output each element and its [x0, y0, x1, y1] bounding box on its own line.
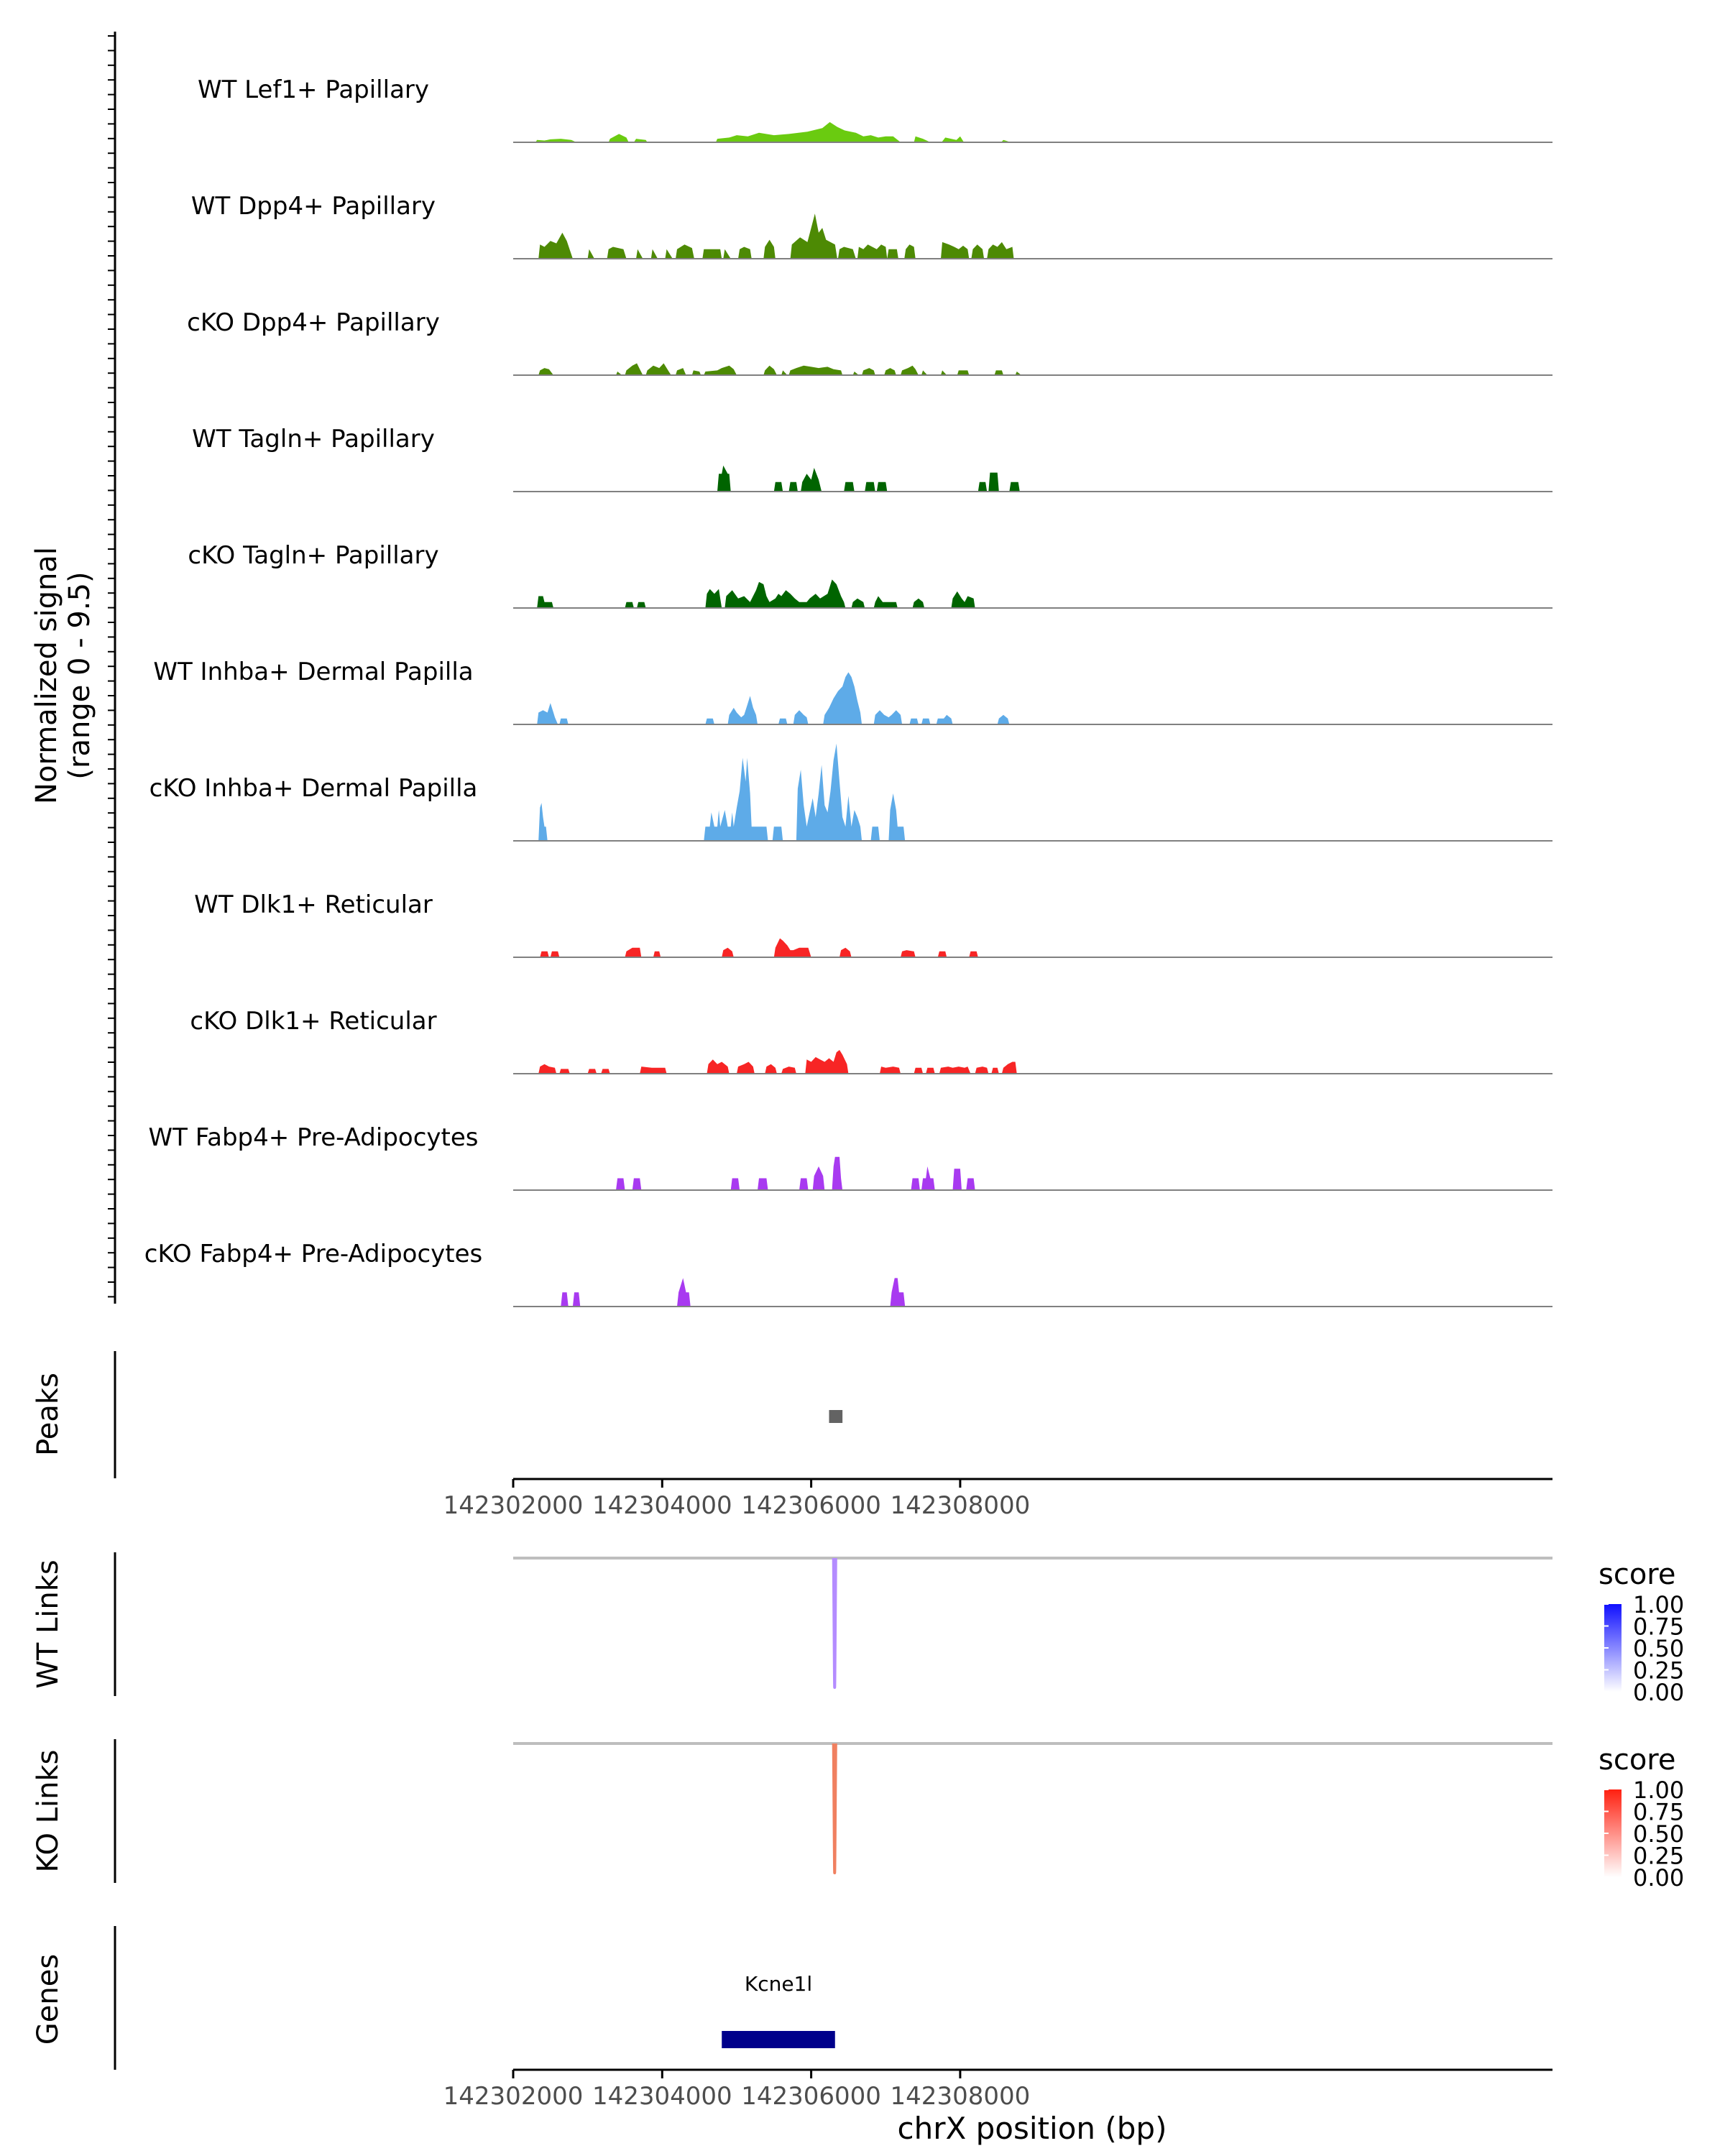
coverage-area — [561, 1278, 906, 1307]
peaks-regions — [829, 1410, 843, 1423]
x-tick-label: 142302000 — [443, 2082, 584, 2111]
x-tick-label: 142306000 — [741, 2082, 881, 2111]
wt-links-arcs — [513, 1557, 1552, 1689]
x-axis-top: 142302000 142304000 142306000 142308000 — [443, 1478, 1552, 1520]
coverage-track: cKO Dpp4+ Papillary — [187, 308, 1552, 376]
coverage-track: cKO Dlk1+ Reticular — [190, 1007, 1552, 1074]
gene-name: Kcne1l — [745, 1972, 812, 1996]
x-tick-label: 142302000 — [443, 1491, 584, 1520]
track-label: WT Fabp4+ Pre-Adipocytes — [149, 1123, 479, 1152]
track-label: WT Inhba+ Dermal Papilla — [153, 658, 473, 686]
peak-region — [829, 1410, 843, 1423]
coverage-area — [616, 1156, 975, 1190]
coverage-track: WT Dpp4+ Papillary — [191, 192, 1552, 259]
coverage-area — [535, 121, 1011, 142]
legend-tick-label: 0.00 — [1633, 1864, 1684, 1892]
coverage-track: WT Dlk1+ Reticular — [194, 890, 1552, 958]
coverage-panel: Normalized signal (range 0 - 9.5) WT Lef… — [30, 32, 1552, 1307]
peaks-label: Peaks — [32, 1373, 65, 1456]
track-label: cKO Inhba+ Dermal Papilla — [150, 774, 478, 803]
legend-tick-label: 0.00 — [1633, 1679, 1684, 1706]
coverage-track: WT Lef1+ Papillary — [198, 75, 1552, 143]
coverage-area — [538, 743, 906, 841]
track-label: cKO Fabp4+ Pre-Adipocytes — [144, 1240, 483, 1268]
coverage-tracks: WT Lef1+ Papillary WT Dpp4+ Papillary cKO … — [144, 75, 1552, 1307]
coverage-area — [538, 1050, 1017, 1074]
genes-panel: Genes Kcne1l — [32, 1926, 835, 2070]
gene-body — [722, 2031, 835, 2048]
coverage-track: cKO Fabp4+ Pre-Adipocytes — [144, 1240, 1552, 1307]
coverage-track: WT Inhba+ Dermal Papilla — [153, 658, 1552, 725]
track-label: WT Tagln+ Papillary — [192, 425, 435, 453]
coverage-area — [538, 363, 1021, 375]
track-label: cKO Dlk1+ Reticular — [190, 1007, 436, 1036]
legend-tick-label: 0.75 — [1633, 1799, 1684, 1826]
coverage-track: cKO Tagln+ Papillary — [188, 541, 1552, 609]
peaks-panel: Peaks — [32, 1351, 843, 1478]
coverage-area — [537, 579, 975, 608]
coverage-area — [540, 938, 978, 957]
x-tick-label: 142308000 — [891, 2082, 1031, 2111]
coverage-ylabel-line2: (range 0 - 9.5) — [63, 571, 96, 779]
ko-links-legend: score 1.000.750.500.250.00 — [1598, 1743, 1684, 1892]
coverage-track: WT Fabp4+ Pre-Adipocytes — [149, 1123, 1552, 1191]
x-tick-label: 142304000 — [592, 1491, 732, 1520]
coverage-area — [717, 465, 1020, 492]
legend-tick-label: 0.75 — [1633, 1613, 1684, 1641]
legend-tick-label: 1.00 — [1633, 1777, 1684, 1804]
x-tick-label: 142308000 — [891, 1491, 1031, 1520]
wt-legend-title: score — [1598, 1558, 1675, 1591]
track-label: cKO Tagln+ Papillary — [188, 541, 438, 570]
ko-legend-title: score — [1598, 1743, 1675, 1777]
x-axis-title: chrX position (bp) — [898, 2111, 1167, 2146]
gene-models: Kcne1l — [722, 1972, 835, 2048]
coverage-area — [537, 672, 1010, 724]
link-arc — [832, 1743, 837, 1874]
legend-tick-label: 0.50 — [1633, 1820, 1684, 1848]
track-label: cKO Dpp4+ Papillary — [187, 308, 440, 337]
genes-label: Genes — [32, 1954, 65, 2045]
link-arc — [832, 1557, 837, 1689]
wt-links-panel: WT Links score 1.000.750.500.250.00 — [32, 1552, 1684, 1706]
coverage-track: cKO Inhba+ Dermal Papilla — [150, 743, 1552, 842]
ko-links-panel: KO Links score 1.000.750.500.250.00 — [32, 1739, 1684, 1892]
x-tick-label: 142306000 — [741, 1491, 881, 1520]
ko-links-label: KO Links — [32, 1750, 65, 1873]
legend-tick-label: 1.00 — [1633, 1591, 1684, 1618]
track-label: WT Lef1+ Papillary — [198, 75, 429, 104]
x-tick-label: 142304000 — [592, 2082, 732, 2111]
coverage-area — [538, 213, 1014, 259]
coverage-ylabel-line1: Normalized signal — [30, 547, 63, 804]
coverage-track: WT Tagln+ Papillary — [192, 425, 1552, 492]
legend-tick-label: 0.50 — [1633, 1635, 1684, 1662]
legend-tick-label: 0.25 — [1633, 1657, 1684, 1685]
track-label: WT Dlk1+ Reticular — [194, 890, 433, 919]
x-axis-bottom: chrX position (bp) 142302000 142304000 142… — [443, 2068, 1552, 2146]
coverage-y-ticks — [108, 35, 115, 1298]
ko-links-arcs — [513, 1742, 1552, 1874]
track-label: WT Dpp4+ Papillary — [191, 192, 436, 221]
wt-links-label: WT Links — [32, 1560, 65, 1688]
legend-tick-label: 0.25 — [1633, 1843, 1684, 1870]
wt-links-legend: score 1.000.750.500.250.00 — [1598, 1558, 1684, 1706]
